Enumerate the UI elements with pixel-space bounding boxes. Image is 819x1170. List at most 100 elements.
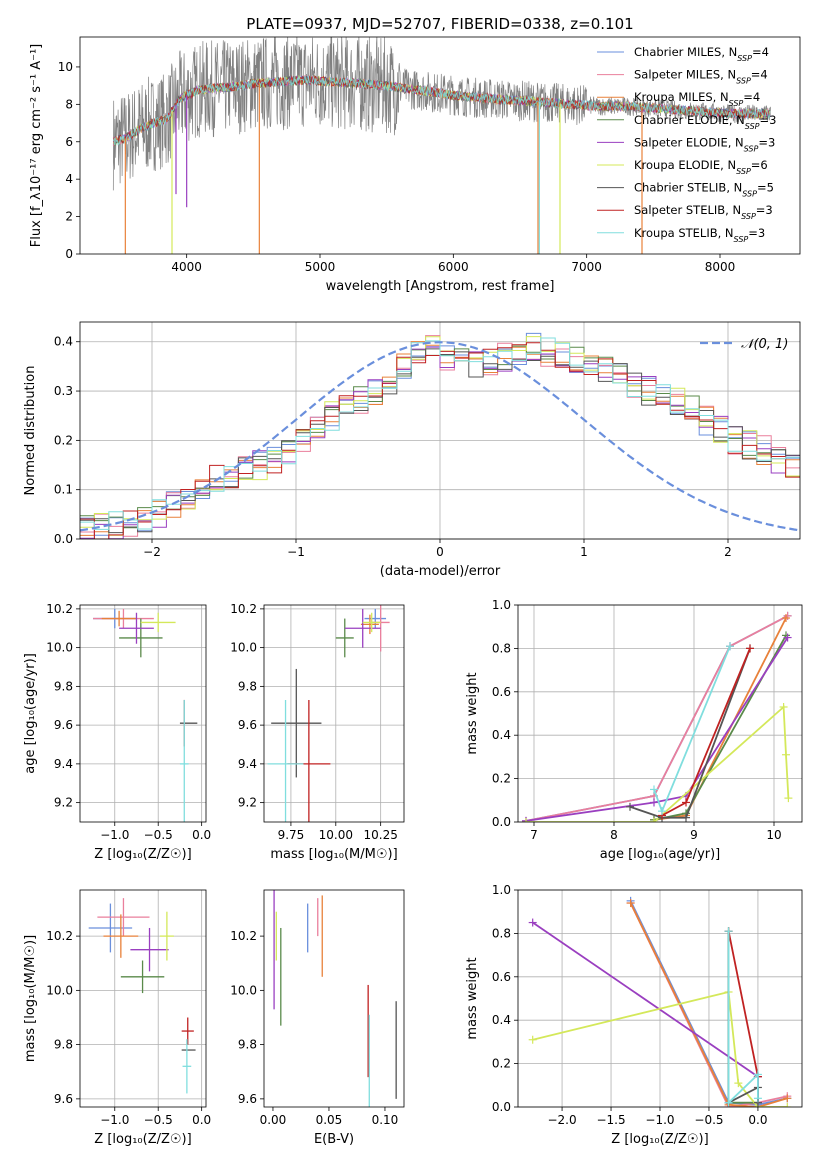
y-tick-label: 9.6 [54, 1092, 73, 1106]
weight-line [526, 705, 790, 822]
y-tick-label: 9.8 [238, 679, 257, 693]
axes-frame [517, 889, 803, 1108]
x-axis-label: Z [log₁₀(Z/Z☉)] [611, 1132, 708, 1147]
y-tick-label: 0.6 [492, 970, 511, 984]
axes-frame [79, 36, 801, 255]
plot-area-weight-vs-Z [528, 896, 792, 1107]
x-tick-label: 7000 [571, 260, 602, 274]
y-tick-label: 10.2 [46, 602, 73, 616]
panel-spectrum: 4000 5000 6000 7000 8000 0 2 4 6 8 10 wavelength [A… [29, 36, 801, 294]
x-tick-label: 8 [610, 828, 618, 842]
x-tick-label: 10 [766, 828, 781, 842]
legend-entry: 𝒩(0, 1) [741, 337, 788, 352]
x-axis-label: wavelength [Angstrom, rest frame] [326, 279, 555, 294]
y-tick-label: 0.0 [54, 532, 73, 546]
legend-entry: Kroupa MILES, NSSP=4 [634, 90, 760, 108]
plot-area-spectrum [112, 37, 771, 254]
axes-frame [263, 889, 405, 1108]
y-tick-label: 10.2 [46, 929, 73, 943]
y-axis-label: mass [log₁₀(M/M☉)] [23, 935, 38, 1062]
x-tick-label: −1.0 [100, 828, 129, 842]
x-axis-label: Z [log₁₀(Z/Z☉)] [94, 847, 191, 862]
y-tick-label: 10 [58, 60, 73, 74]
y-tick-label: 0.4 [492, 728, 511, 742]
plot-area-age-vs-mass [267, 605, 390, 822]
grid-weight-vs-age [518, 604, 802, 823]
legend-entry: Chabrier ELODIE, NSSP=3 [634, 113, 776, 131]
y-tick-label: 1.0 [492, 598, 511, 612]
y-axis-label: Flux [f_λ10⁻¹⁷ erg cm⁻² s⁻¹ A⁻¹] [29, 44, 44, 248]
y-tick-label: 0.8 [492, 641, 511, 655]
axes-frame [517, 604, 803, 823]
y-tick-label: 10.0 [46, 983, 73, 997]
x-tick-label: 4000 [171, 260, 202, 274]
panel-age-vs-mass: 9.75 10.00 10.25 9.2 9.4 9.6 9.8 10.0 10.2 mass [… [230, 602, 405, 862]
panel-mass-vs-Z: −1.0 −0.5 0.0 9.6 9.8 10.0 10.2 Z [log₁₀(Z/Z☉)]… [23, 889, 211, 1147]
weight-line [525, 615, 789, 822]
axes-frame [79, 889, 207, 1108]
x-tick-label: −2.0 [547, 1113, 576, 1127]
y-tick-label: 9.8 [54, 679, 73, 693]
y-tick-label: 0.4 [54, 335, 73, 349]
gaussian-curve [80, 341, 800, 532]
y-tick-label: 0.2 [492, 772, 511, 786]
x-tick-label: −1.5 [596, 1113, 625, 1127]
x-tick-label: 2 [724, 545, 732, 559]
x-axis-label: E(B-V) [314, 1132, 354, 1147]
y-tick-label: 0.4 [492, 1013, 511, 1027]
y-tick-label: 10.0 [230, 983, 257, 997]
figure-title: PLATE=0937, MJD=52707, FIBERID=0338, z=0… [246, 15, 633, 33]
y-tick-label: 9.6 [238, 1092, 257, 1106]
x-tick-label: 0 [436, 545, 444, 559]
y-tick-label: 9.2 [54, 796, 73, 810]
y-tick-label: 2 [65, 210, 73, 224]
y-tick-label: 0 [65, 247, 73, 261]
plot-area-mass-vs-ebv [273, 890, 397, 1107]
panel-age-vs-Z: −1.0 −0.5 0.0 9.2 9.4 9.6 9.8 10.0 10.2 Z [log₁₀(… [23, 602, 211, 862]
y-axis-label: age [log₁₀(age/yr)] [23, 653, 38, 774]
x-axis-label: Z [log₁₀(Z/Z☉)] [94, 1132, 191, 1147]
y-tick-label: 1.0 [492, 883, 511, 897]
axes-frame [79, 604, 207, 823]
x-tick-label: 7 [530, 828, 538, 842]
plot-area-residuals [80, 332, 800, 539]
y-tick-label: 9.4 [238, 757, 257, 771]
panel-weight-vs-age: 7 8 9 10 0.0 0.2 0.4 0.6 0.8 1.0 age [log₁₀(age/yr… [465, 598, 803, 862]
x-tick-label: 5000 [305, 260, 336, 274]
x-tick-label: −0.5 [144, 1113, 173, 1127]
x-tick-label: 6000 [438, 260, 469, 274]
legend: Chabrier MILES, NSSP=4 Salpeter MILES, NS… [597, 45, 776, 243]
y-tick-label: 0.2 [492, 1057, 511, 1071]
y-tick-label: 10.2 [230, 602, 257, 616]
model-spectrum [112, 75, 771, 147]
legend-entry: Chabrier MILES, NSSP=4 [634, 45, 769, 63]
legend-entry: Salpeter STELIB, NSSP=3 [634, 203, 773, 221]
legend-entry: Salpeter MILES, NSSP=4 [634, 68, 768, 86]
x-tick-label: −0.5 [694, 1113, 723, 1127]
x-tick-label: −1 [287, 545, 305, 559]
y-tick-label: 0.0 [492, 1100, 511, 1114]
observed-spectrum [112, 37, 771, 191]
y-tick-label: 0.3 [54, 384, 73, 398]
legend-entry: Kroupa ELODIE, NSSP=6 [634, 158, 768, 176]
y-tick-label: 8 [65, 97, 73, 111]
legend-entry: Kroupa STELIB, NSSP=3 [634, 226, 765, 244]
plot-area-weight-vs-age [522, 611, 793, 822]
y-tick-label: 9.6 [238, 718, 257, 732]
plot-area-age-vs-Z [93, 608, 198, 822]
x-tick-label: 1 [580, 545, 588, 559]
y-tick-label: 10.0 [46, 641, 73, 655]
x-tick-label: 10.25 [363, 828, 397, 842]
x-tick-label: 8000 [705, 260, 736, 274]
y-tick-label: 9.2 [238, 796, 257, 810]
panel-residuals: −2 −1 0 1 2 0.0 0.1 0.2 0.3 0.4 (data-model)/error… [23, 321, 801, 579]
axes-frame [263, 604, 405, 823]
y-tick-label: 10.0 [230, 641, 257, 655]
histogram-salpeter-elodie [80, 346, 800, 539]
y-tick-label: 6 [65, 135, 73, 149]
x-tick-label: 10.00 [319, 828, 353, 842]
y-tick-label: 0.6 [492, 685, 511, 699]
plot-area-mass-vs-Z [88, 898, 196, 1094]
y-tick-label: 0.0 [492, 815, 511, 829]
